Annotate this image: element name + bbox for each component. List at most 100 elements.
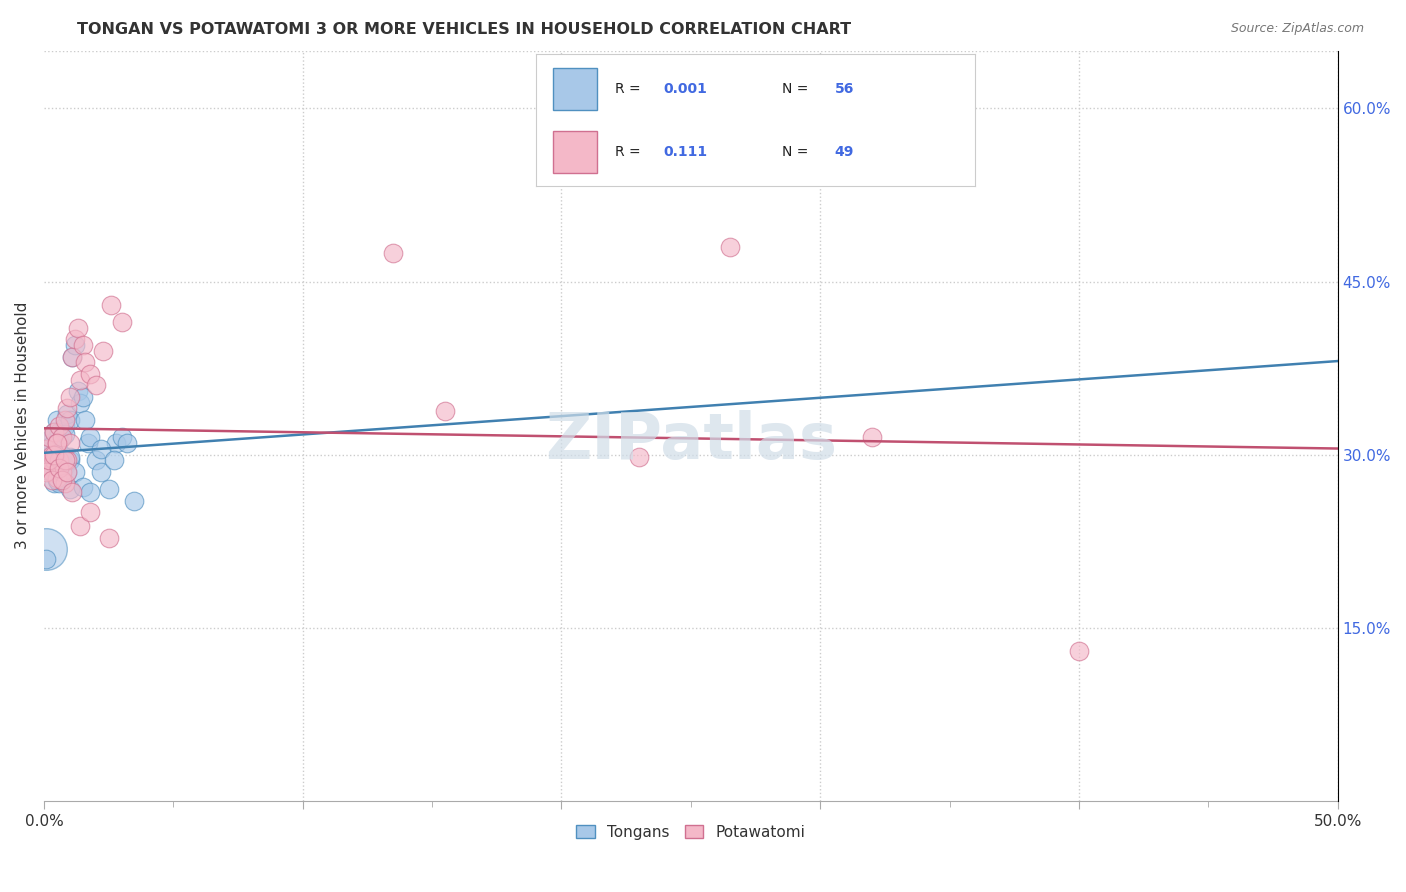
Point [60, 484, 83, 499]
Point [41, 438, 63, 452]
Point [48, 434, 70, 448]
Point [93, 343, 115, 358]
Point [41, 465, 63, 479]
Point [97, 531, 120, 545]
Point [124, 493, 146, 508]
Point [41, 448, 63, 462]
Point [35, 459, 58, 474]
Text: Source: ZipAtlas.com: Source: ZipAtlas.com [1230, 22, 1364, 36]
Point [35, 465, 58, 479]
Point [59, 436, 82, 450]
Point [53, 459, 76, 474]
Point [38, 430, 60, 444]
Point [59, 413, 82, 427]
Point [45, 436, 67, 450]
Point [45, 436, 67, 450]
Point [63, 332, 86, 346]
Point [53, 413, 76, 427]
Point [60, 350, 83, 364]
Point [75, 355, 97, 369]
Point [38, 436, 60, 450]
Point [51, 465, 73, 479]
Point [48, 453, 70, 467]
Point [72, 480, 94, 494]
Point [79, 505, 101, 519]
Point [84, 378, 107, 392]
Point [718, 240, 741, 254]
Point [79, 430, 101, 444]
Point [51, 430, 73, 444]
Point [115, 436, 138, 450]
Point [45, 413, 67, 427]
Point [44, 425, 66, 439]
Point [48, 418, 70, 433]
Point [69, 395, 91, 409]
Point [48, 476, 70, 491]
Text: TONGAN VS POTAWATOMI 3 OR MORE VEHICLES IN HOUSEHOLD CORRELATION CHART: TONGAN VS POTAWATOMI 3 OR MORE VEHICLES … [77, 22, 852, 37]
Point [110, 430, 132, 444]
Point [79, 367, 101, 381]
Point [51, 473, 73, 487]
Point [63, 465, 86, 479]
Point [56, 465, 79, 479]
Point [51, 471, 73, 485]
Point [44, 448, 66, 462]
Point [38, 453, 60, 467]
Point [77, 436, 100, 450]
Point [433, 404, 456, 418]
Point [38, 445, 60, 459]
Point [35, 442, 58, 456]
Point [100, 297, 122, 311]
Text: ZIPatlas: ZIPatlas [544, 409, 837, 472]
Y-axis label: 3 or more Vehicles in Household: 3 or more Vehicles in Household [15, 302, 30, 549]
Point [41, 448, 63, 462]
Point [44, 453, 66, 467]
Point [66, 320, 89, 334]
Point [35, 462, 58, 476]
Point [56, 453, 79, 467]
Point [35, 542, 58, 557]
Point [90, 465, 112, 479]
Point [56, 407, 79, 421]
Point [69, 519, 91, 533]
Point [41, 473, 63, 487]
Point [45, 465, 67, 479]
Point [97, 482, 120, 496]
Point [51, 430, 73, 444]
Point [59, 450, 82, 464]
Point [44, 476, 66, 491]
Point [382, 245, 405, 260]
Point [105, 436, 128, 450]
Point [1067, 644, 1090, 658]
Point [59, 453, 82, 467]
Point [53, 426, 76, 441]
Point [63, 338, 86, 352]
Point [44, 461, 66, 475]
Point [56, 401, 79, 416]
Point [45, 473, 67, 487]
Point [53, 418, 76, 433]
Point [53, 476, 76, 491]
Point [44, 425, 66, 439]
Point [72, 338, 94, 352]
Point [72, 390, 94, 404]
Point [84, 453, 107, 467]
Point [103, 453, 125, 467]
Point [48, 425, 70, 439]
Point [44, 453, 66, 467]
Point [79, 484, 101, 499]
Legend: Tongans, Potawatomi: Tongans, Potawatomi [571, 819, 811, 846]
Point [51, 448, 73, 462]
Point [860, 430, 883, 444]
Point [45, 471, 67, 485]
Point [90, 442, 112, 456]
Point [41, 465, 63, 479]
Point [35, 442, 58, 456]
Point [53, 453, 76, 467]
Point [66, 384, 89, 399]
Point [45, 436, 67, 450]
Point [627, 450, 650, 464]
Point [41, 430, 63, 444]
Point [56, 465, 79, 479]
Point [60, 350, 83, 364]
